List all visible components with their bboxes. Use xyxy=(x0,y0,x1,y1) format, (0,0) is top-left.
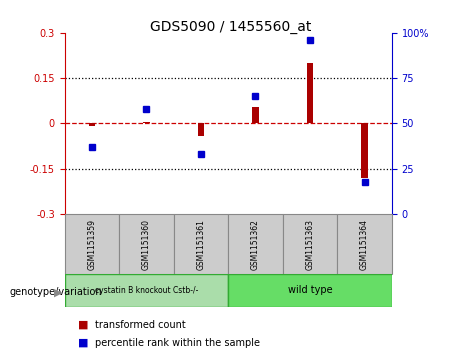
Text: ■: ■ xyxy=(78,320,89,330)
Bar xyxy=(198,123,204,135)
Text: ■: ■ xyxy=(78,338,89,348)
Bar xyxy=(307,63,313,123)
Bar xyxy=(228,274,392,307)
Bar xyxy=(119,214,174,274)
Text: wild type: wild type xyxy=(288,285,332,295)
Bar xyxy=(89,123,95,126)
Text: GSM1151360: GSM1151360 xyxy=(142,219,151,270)
Text: GSM1151364: GSM1151364 xyxy=(360,219,369,270)
Bar xyxy=(252,107,259,123)
Text: GDS5090 / 1455560_at: GDS5090 / 1455560_at xyxy=(150,20,311,34)
Bar xyxy=(228,214,283,274)
Text: percentile rank within the sample: percentile rank within the sample xyxy=(95,338,260,348)
Bar xyxy=(174,214,228,274)
Text: ▶: ▶ xyxy=(54,287,62,297)
Text: cystatin B knockout Cstb-/-: cystatin B knockout Cstb-/- xyxy=(95,286,198,295)
Bar xyxy=(143,122,150,123)
Text: GSM1151362: GSM1151362 xyxy=(251,219,260,270)
Bar xyxy=(283,214,337,274)
Bar xyxy=(361,123,368,178)
Bar xyxy=(65,274,228,307)
Text: transformed count: transformed count xyxy=(95,320,185,330)
Text: genotype/variation: genotype/variation xyxy=(9,287,102,297)
Bar xyxy=(337,214,392,274)
Text: GSM1151363: GSM1151363 xyxy=(306,219,314,270)
Text: GSM1151361: GSM1151361 xyxy=(196,219,206,270)
Text: GSM1151359: GSM1151359 xyxy=(87,219,96,270)
Bar xyxy=(65,214,119,274)
